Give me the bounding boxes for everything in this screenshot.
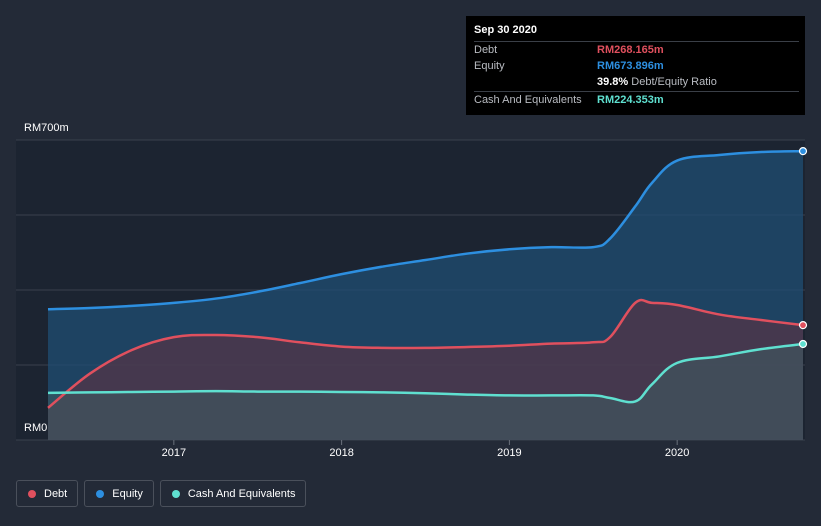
legend: Debt Equity Cash And Equivalents — [16, 480, 307, 507]
tooltip: Sep 30 2020 Debt RM268.165m Equity RM673… — [466, 16, 805, 115]
tooltip-debt-value: RM268.165m — [597, 44, 664, 56]
tooltip-equity-label: Equity — [474, 60, 505, 72]
x-tick-label: 2017 — [161, 447, 187, 459]
tooltip-cash-label: Cash And Equivalents — [474, 94, 582, 106]
y-axis-top-label: RM700m — [24, 122, 69, 134]
legend-item-cash[interactable]: Cash And Equivalents — [159, 480, 307, 507]
legend-item-debt[interactable]: Debt — [16, 480, 79, 507]
cash-and-equivalents-line — [47, 342, 804, 404]
tooltip-debt-label: Debt — [474, 44, 498, 56]
equity-endpoint — [798, 147, 808, 156]
cash-dot-icon — [171, 489, 180, 498]
tooltip-row-ratio: 39.8% Debt/Equity Ratio — [474, 74, 799, 91]
equity-dot-icon — [96, 489, 105, 498]
cash-and-equivalents-area — [48, 344, 803, 440]
tooltip-row-cash: Cash And Equivalents RM224.353m — [474, 91, 799, 109]
legend-label-cash: Cash And Equivalents — [187, 487, 296, 500]
tooltip-row-equity: Equity RM673.896m — [474, 58, 799, 75]
tooltip-ratio-label: Debt/Equity Ratio — [631, 76, 717, 88]
tooltip-ratio-pct: 39.8% — [597, 76, 629, 88]
debt-line — [47, 298, 804, 409]
cash-and-equivalents-endpoint — [798, 339, 808, 349]
legend-label-equity: Equity — [112, 487, 143, 500]
legend-label-debt: Debt — [44, 487, 68, 500]
x-tick-label: 2019 — [497, 447, 522, 459]
debt-endpoint — [798, 321, 808, 330]
y-axis-bottom-label: RM0 — [24, 422, 48, 434]
equity-line — [47, 149, 804, 311]
tooltip-equity-value: RM673.896m — [597, 60, 664, 72]
tooltip-row-debt: Debt RM268.165m — [474, 41, 799, 59]
tooltip-date: Sep 30 2020 — [474, 24, 537, 36]
tooltip-ratio: 39.8% Debt/Equity Ratio — [597, 76, 717, 88]
x-tick-label: 2020 — [664, 447, 690, 459]
tooltip-cash-value: RM224.353m — [597, 94, 664, 106]
x-tick-label: 2018 — [329, 447, 354, 459]
debt-dot-icon — [28, 489, 36, 498]
legend-item-equity[interactable]: Equity — [84, 480, 154, 507]
